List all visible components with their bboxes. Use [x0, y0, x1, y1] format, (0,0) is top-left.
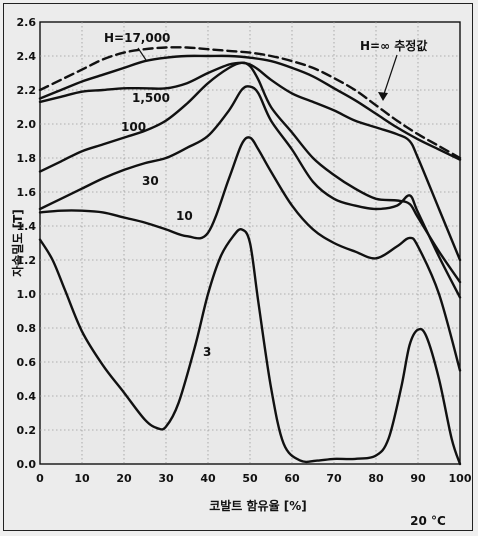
- series-line-0: [38, 46, 462, 160]
- y-tick-label: 0.4: [17, 390, 37, 403]
- y-tick-label: 0.6: [17, 356, 37, 369]
- y-tick-label: 2.2: [17, 84, 37, 97]
- arrow-h-infinity: [382, 54, 398, 98]
- label-h-infinity: H=∞ 추정값: [360, 38, 427, 53]
- x-tick-label: 20: [116, 472, 132, 485]
- label-30: 30: [142, 174, 159, 188]
- label-1500: 1,500: [132, 91, 170, 105]
- x-tick-label: 0: [36, 472, 44, 485]
- y-tick-label: 2.0: [17, 118, 37, 131]
- tick-labels: 0 10 20 30 40 50 60 70 80 90 100 0.0 0.2 0.4 0.6 0.8 1.0…: [17, 16, 472, 485]
- x-tick-label: 60: [284, 472, 300, 485]
- y-tick-label: 0.8: [17, 322, 37, 335]
- x-tick-label: 70: [326, 472, 342, 485]
- label-10: 10: [176, 209, 193, 223]
- x-tick-label: 40: [200, 472, 216, 485]
- x-tick-label: 10: [74, 472, 90, 485]
- series-line-5: [38, 136, 462, 372]
- x-tick-label: 100: [449, 472, 472, 485]
- series-line-4: [38, 85, 462, 299]
- label-100: 100: [121, 120, 146, 134]
- y-tick-label: 0.0: [17, 458, 37, 471]
- temperature-note: 20 °C: [410, 514, 446, 528]
- label-h17000: H=17,000: [104, 31, 170, 45]
- y-tick-label: 1.8: [17, 152, 37, 165]
- y-tick-label: 2.6: [17, 16, 37, 29]
- series-line-3: [38, 61, 462, 284]
- x-tick-label: 90: [410, 472, 426, 485]
- y-tick-label: 1.0: [17, 288, 37, 301]
- arrow-h17000: [137, 47, 147, 61]
- y-tick-label: 1.4: [17, 220, 37, 233]
- series-line-1: [38, 54, 462, 161]
- y-axis-label: 자속밀도 [T]: [10, 209, 25, 277]
- x-tick-label: 50: [242, 472, 258, 485]
- series-line-2: [38, 61, 462, 262]
- x-tick-label: 30: [158, 472, 174, 485]
- y-tick-label: 1.2: [17, 254, 37, 267]
- y-tick-label: 1.6: [17, 186, 37, 199]
- series-line-6: [38, 228, 462, 466]
- y-tick-label: 0.2: [17, 424, 37, 437]
- series-layer: [38, 46, 462, 466]
- label-3: 3: [203, 345, 211, 359]
- y-tick-label: 2.4: [17, 50, 37, 63]
- x-axis-label: 코발트 함유율 [%]: [209, 498, 307, 513]
- x-tick-label: 80: [368, 472, 384, 485]
- arrow-h-infinity-head: [378, 92, 388, 101]
